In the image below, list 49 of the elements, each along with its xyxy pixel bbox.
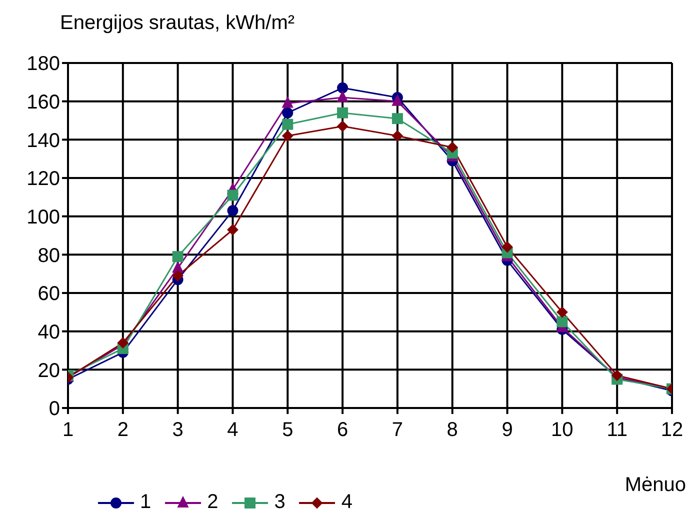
- y-axis-title: Energijos srautas, kWh/m²: [60, 12, 295, 35]
- x-tick-label: 2: [117, 419, 128, 442]
- y-tick-label: 100: [26, 206, 60, 228]
- y-tick-label: 80: [38, 244, 60, 267]
- point: [227, 224, 238, 236]
- x-tick-label: 8: [446, 419, 458, 442]
- point: [172, 270, 184, 282]
- point: [392, 130, 403, 142]
- point: [337, 120, 348, 132]
- point: [172, 262, 184, 273]
- y-tick-label: 0: [48, 398, 60, 420]
- point: [227, 205, 238, 216]
- point: [282, 96, 294, 108]
- point: [282, 130, 294, 142]
- x-tick-label: 10: [551, 419, 574, 442]
- x-axis-title: Mėnuo: [624, 474, 686, 497]
- point: [337, 107, 348, 118]
- legend-label: 2: [207, 491, 218, 514]
- y-tick-label: 160: [26, 91, 60, 114]
- point: [556, 306, 568, 318]
- y-tick-label: 180: [26, 53, 60, 76]
- point: [556, 316, 568, 328]
- point: [337, 82, 348, 94]
- point: [392, 94, 403, 106]
- point: [172, 251, 184, 262]
- x-tick-label: 4: [227, 419, 238, 442]
- x-tick-label: 1: [62, 419, 74, 442]
- legend-label: 3: [274, 491, 286, 514]
- y-tick-label: 20: [38, 360, 60, 382]
- x-tick-label: 6: [336, 419, 348, 442]
- point: [282, 107, 294, 118]
- x-tick-label: 11: [606, 419, 628, 442]
- x-tick-label: 5: [282, 419, 294, 442]
- x-tick-label: 9: [502, 419, 513, 442]
- x-tick-label: 3: [172, 419, 184, 442]
- x-tick-label: 7: [392, 419, 404, 442]
- y-tick-label: 140: [26, 130, 60, 152]
- point: [337, 91, 348, 102]
- y-tick-label: 40: [38, 321, 60, 344]
- point: [502, 242, 513, 252]
- x-tick-label: 12: [660, 419, 684, 442]
- point: [392, 113, 403, 124]
- legend-label: 4: [341, 491, 352, 514]
- y-tick-label: 60: [38, 283, 60, 306]
- point: [227, 190, 238, 201]
- legend-label: 1: [140, 491, 152, 514]
- point: [282, 118, 294, 130]
- point: [446, 142, 458, 153]
- y-tick-label: 120: [26, 168, 60, 190]
